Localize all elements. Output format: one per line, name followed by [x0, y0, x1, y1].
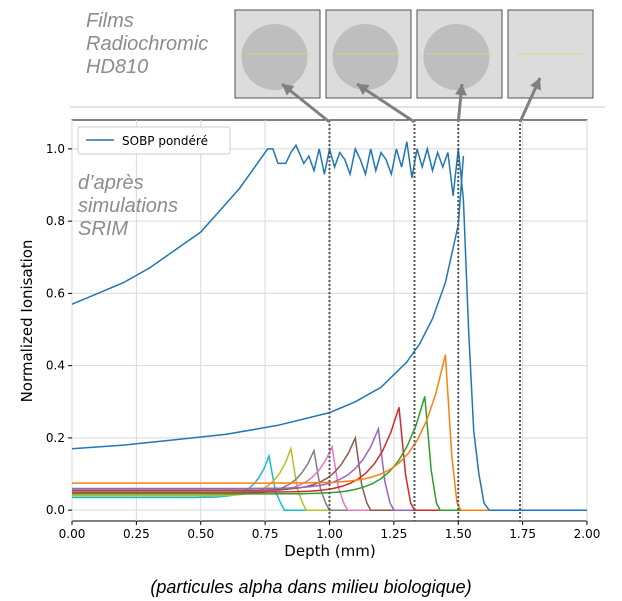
film-arrow-head: [454, 84, 467, 96]
srim-annotation-line-2: simulations: [78, 195, 179, 217]
legend: SOBP pondéré: [77, 126, 231, 155]
film-spot: [423, 24, 490, 90]
legend-box: [77, 126, 231, 155]
y-tick-label: 0.6: [46, 286, 65, 300]
films-label: Films Radiochromic HD810: [86, 10, 236, 79]
x-tick-label: 1.25: [381, 527, 408, 541]
sobp-curve: [71, 141, 587, 511]
dotted-depth-markers: [328, 120, 522, 521]
x-tick-label: 0.50: [187, 527, 214, 541]
x-tick-label: 2.00: [574, 527, 601, 541]
y-tick-label: 0.8: [46, 214, 65, 228]
films-label-line-1: Films: [86, 10, 134, 32]
x-tick-label: 1.50: [445, 527, 472, 541]
legend-entry-sobp: SOBP pondéré: [122, 134, 208, 148]
film-images: [234, 9, 594, 99]
film-arrow-head: [529, 78, 541, 91]
y-tick-label: 0.2: [46, 431, 65, 445]
srim-annotation-line-1: d’après: [78, 172, 144, 194]
srim-annotation-line-3: SRIM: [78, 218, 128, 240]
y-tick-label: 1.0: [46, 142, 65, 156]
axis-ticks: 0.00 0.25 0.50 0.75 1.00 1.25 1.50 1.75 2.00 0.0 0…: [46, 142, 600, 541]
films-label-line-2: Radiochromic: [86, 33, 209, 55]
x-tick-label: 0.75: [252, 527, 279, 541]
bragg-curve: [72, 426, 587, 511]
film-arrow-head: [357, 84, 370, 96]
x-tick-label: 0.00: [59, 527, 86, 541]
entrance-dose-curve: [71, 156, 465, 450]
bragg-curve: [72, 445, 587, 511]
bragg-curve: [72, 435, 587, 511]
x-tick-label: 1.75: [509, 527, 536, 541]
y-tick-label: 0.4: [46, 359, 65, 373]
film-arrow-head: [282, 84, 295, 96]
films-label-line-3: HD810: [86, 56, 149, 78]
bragg-curve: [72, 406, 587, 511]
film-arrow-shaft: [356, 82, 416, 124]
y-tick-label: 0.0: [46, 503, 65, 517]
x-axis-label: Depth (mm): [284, 542, 375, 560]
film-arrows: [281, 77, 542, 124]
x-tick-label: 1.00: [316, 527, 343, 541]
srim-annotation: d’après simulations SRIM: [78, 172, 218, 241]
bragg-curve: [72, 396, 587, 511]
film-spot: [332, 24, 399, 90]
bragg-curve: [72, 453, 587, 511]
y-axis-label: Normalized Ionisation: [18, 240, 36, 403]
film-spot: [241, 24, 308, 90]
x-tick-label: 0.25: [123, 527, 150, 541]
figure-caption: (particules alpha dans milieu biologique…: [150, 577, 472, 597]
